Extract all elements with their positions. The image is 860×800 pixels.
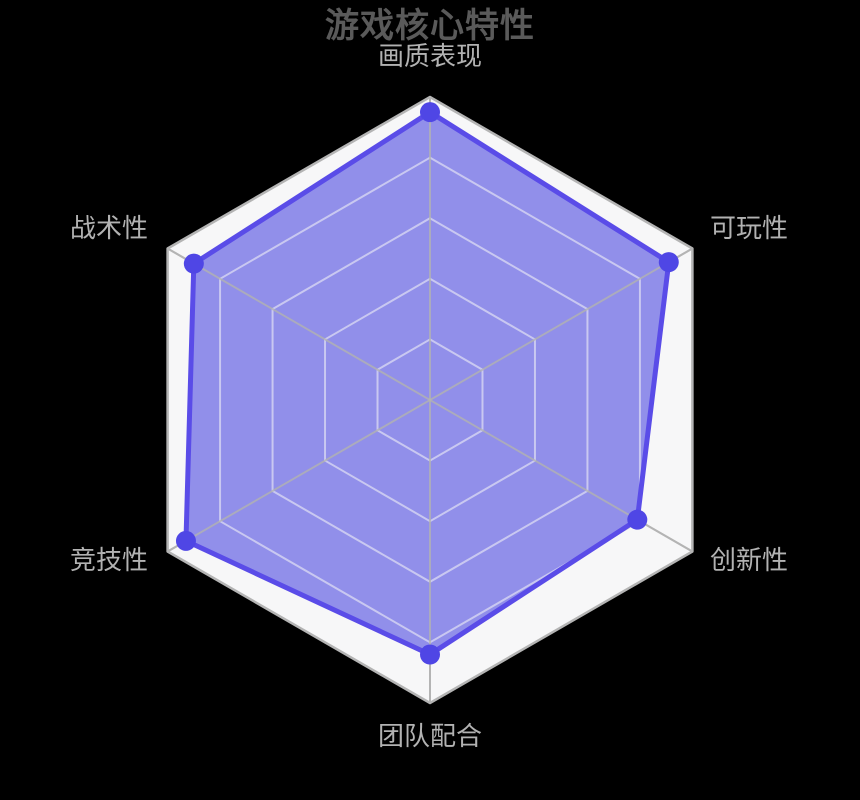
data-point-可玩性 xyxy=(658,252,679,273)
axis-label-bottom-right: 创新性 xyxy=(710,546,789,576)
axis-label-top-right: 可玩性 xyxy=(710,214,789,244)
data-point-团队配合 xyxy=(420,644,440,665)
axis-spoke-overlay-4 xyxy=(167,399,431,553)
data-point-画质表现 xyxy=(420,102,440,123)
axis-label-top-left: 战术性 xyxy=(70,214,149,244)
data-point-战术性 xyxy=(183,253,204,274)
axis-spoke-overlay-2 xyxy=(429,399,693,553)
data-point-竞技性 xyxy=(175,530,196,551)
axis-label-bottom: 团队配合 xyxy=(377,722,482,752)
axis-spoke-overlay-1 xyxy=(429,247,693,401)
axis-spoke-overlay-5 xyxy=(167,247,431,401)
series-markers-group xyxy=(175,102,679,665)
axis-label-top: 画质表现 xyxy=(377,42,482,72)
series-fill-polygon xyxy=(185,112,669,655)
axis-label-bottom-left: 竞技性 xyxy=(70,546,149,576)
data-point-创新性 xyxy=(627,509,648,530)
chart-title: 游戏核心特性 xyxy=(325,6,535,46)
